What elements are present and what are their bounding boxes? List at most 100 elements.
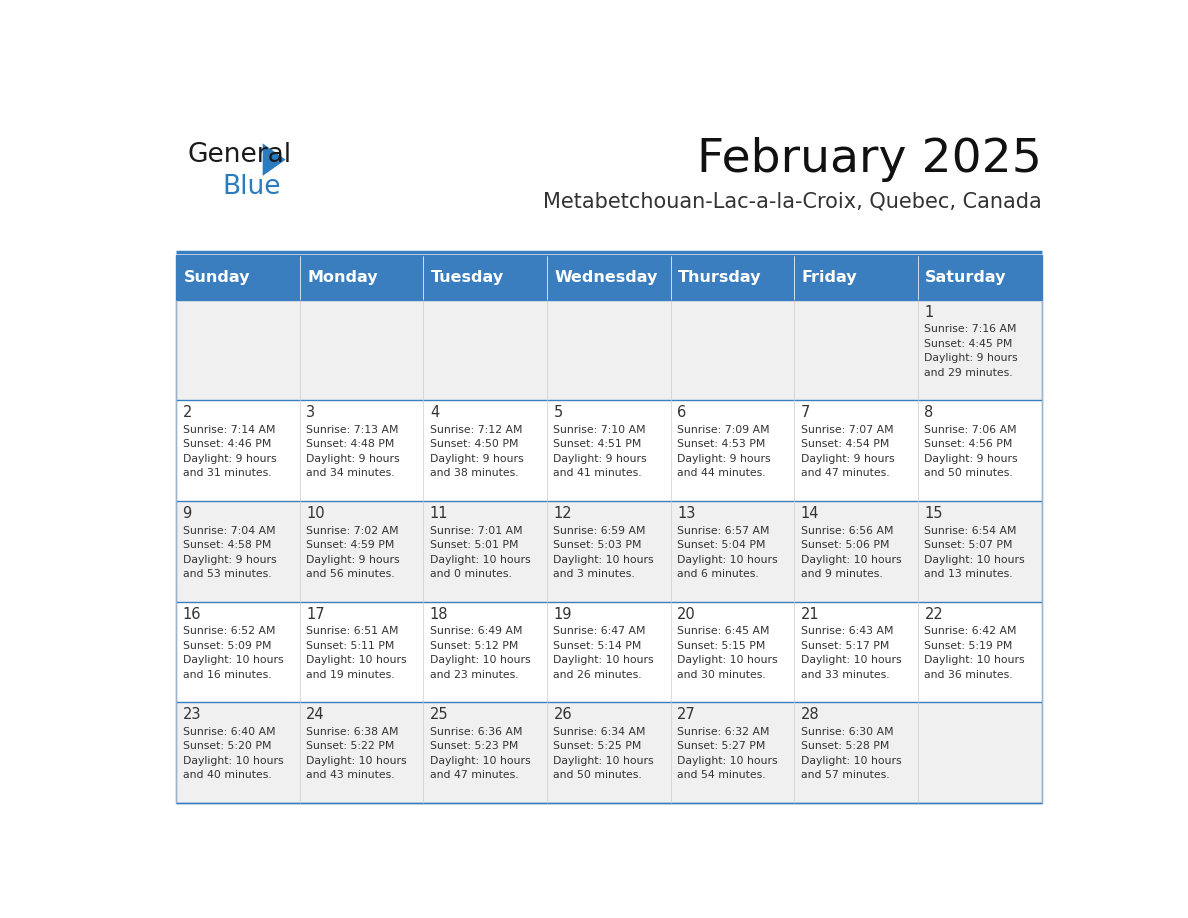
Bar (423, 601, 546, 702)
Text: 6: 6 (677, 405, 687, 420)
Text: 21: 21 (801, 607, 820, 621)
Bar (546, 400, 671, 501)
Text: 19: 19 (554, 607, 571, 621)
Bar (546, 255, 671, 299)
Text: and 54 minutes.: and 54 minutes. (677, 770, 766, 780)
Text: Sunrise: 7:02 AM: Sunrise: 7:02 AM (307, 526, 399, 535)
Text: Sunset: 5:15 PM: Sunset: 5:15 PM (677, 641, 765, 651)
Text: and 50 minutes.: and 50 minutes. (924, 468, 1013, 478)
Text: and 43 minutes.: and 43 minutes. (307, 770, 394, 780)
Text: Sunset: 5:27 PM: Sunset: 5:27 PM (677, 742, 765, 752)
Text: 10: 10 (307, 506, 324, 521)
Bar (671, 601, 795, 702)
Text: and 6 minutes.: and 6 minutes. (677, 569, 759, 579)
Bar (795, 601, 918, 702)
Bar (546, 601, 671, 702)
Text: Sunset: 5:25 PM: Sunset: 5:25 PM (554, 742, 642, 752)
Text: and 34 minutes.: and 34 minutes. (307, 468, 394, 478)
Text: Sunrise: 6:42 AM: Sunrise: 6:42 AM (924, 626, 1017, 636)
Text: and 47 minutes.: and 47 minutes. (801, 468, 890, 478)
Text: Daylight: 9 hours: Daylight: 9 hours (183, 454, 276, 464)
Text: Sunrise: 7:14 AM: Sunrise: 7:14 AM (183, 425, 276, 435)
Text: 18: 18 (430, 607, 448, 621)
Text: Daylight: 10 hours: Daylight: 10 hours (430, 756, 531, 766)
Bar (918, 702, 1042, 803)
Text: Daylight: 9 hours: Daylight: 9 hours (924, 353, 1018, 364)
Bar (176, 400, 299, 501)
Text: Sunset: 5:07 PM: Sunset: 5:07 PM (924, 540, 1013, 550)
Text: Daylight: 10 hours: Daylight: 10 hours (183, 655, 283, 666)
Bar (176, 255, 1042, 803)
Text: Sunset: 5:23 PM: Sunset: 5:23 PM (430, 742, 518, 752)
Text: Sunset: 5:04 PM: Sunset: 5:04 PM (677, 540, 765, 550)
Bar (299, 400, 423, 501)
Bar (299, 299, 423, 400)
Bar (795, 501, 918, 601)
Bar (423, 299, 546, 400)
Text: Daylight: 10 hours: Daylight: 10 hours (801, 655, 902, 666)
Polygon shape (263, 143, 285, 176)
Text: 25: 25 (430, 707, 448, 722)
Text: Sunset: 5:20 PM: Sunset: 5:20 PM (183, 742, 271, 752)
Bar (423, 702, 546, 803)
Text: 20: 20 (677, 607, 696, 621)
Text: and 57 minutes.: and 57 minutes. (801, 770, 890, 780)
Text: Sunset: 4:45 PM: Sunset: 4:45 PM (924, 339, 1012, 349)
Text: 7: 7 (801, 405, 810, 420)
Text: Sunset: 5:12 PM: Sunset: 5:12 PM (430, 641, 518, 651)
Text: Tuesday: Tuesday (431, 270, 504, 285)
Text: Sunrise: 6:38 AM: Sunrise: 6:38 AM (307, 727, 399, 737)
Text: and 41 minutes.: and 41 minutes. (554, 468, 642, 478)
Text: Sunset: 4:56 PM: Sunset: 4:56 PM (924, 440, 1012, 450)
Text: Sunset: 4:59 PM: Sunset: 4:59 PM (307, 540, 394, 550)
Text: Daylight: 10 hours: Daylight: 10 hours (801, 756, 902, 766)
Text: and 36 minutes.: and 36 minutes. (924, 670, 1013, 680)
Bar (299, 601, 423, 702)
Text: Sunrise: 7:07 AM: Sunrise: 7:07 AM (801, 425, 893, 435)
Bar (918, 601, 1042, 702)
Text: February 2025: February 2025 (696, 137, 1042, 182)
Text: Sunset: 5:06 PM: Sunset: 5:06 PM (801, 540, 890, 550)
Text: Daylight: 10 hours: Daylight: 10 hours (924, 554, 1025, 565)
Text: 22: 22 (924, 607, 943, 621)
Text: Sunset: 5:14 PM: Sunset: 5:14 PM (554, 641, 642, 651)
Text: 8: 8 (924, 405, 934, 420)
Text: Sunset: 5:17 PM: Sunset: 5:17 PM (801, 641, 889, 651)
Text: Daylight: 9 hours: Daylight: 9 hours (924, 454, 1018, 464)
Text: General: General (188, 142, 291, 168)
Text: Sunset: 5:09 PM: Sunset: 5:09 PM (183, 641, 271, 651)
Text: Daylight: 9 hours: Daylight: 9 hours (554, 454, 647, 464)
Bar (671, 702, 795, 803)
Bar (176, 255, 299, 299)
Text: 24: 24 (307, 707, 324, 722)
Text: and 56 minutes.: and 56 minutes. (307, 569, 394, 579)
Bar (671, 255, 795, 299)
Text: Daylight: 10 hours: Daylight: 10 hours (924, 655, 1025, 666)
Bar (423, 400, 546, 501)
Text: Sunset: 4:58 PM: Sunset: 4:58 PM (183, 540, 271, 550)
Text: Sunrise: 6:40 AM: Sunrise: 6:40 AM (183, 727, 276, 737)
Text: and 38 minutes.: and 38 minutes. (430, 468, 518, 478)
Text: and 3 minutes.: and 3 minutes. (554, 569, 636, 579)
Text: and 33 minutes.: and 33 minutes. (801, 670, 890, 680)
Text: Daylight: 10 hours: Daylight: 10 hours (307, 655, 406, 666)
Text: 28: 28 (801, 707, 820, 722)
Text: Wednesday: Wednesday (555, 270, 658, 285)
Text: Daylight: 10 hours: Daylight: 10 hours (677, 554, 778, 565)
Text: 5: 5 (554, 405, 563, 420)
Text: 16: 16 (183, 607, 201, 621)
Text: Sunset: 5:11 PM: Sunset: 5:11 PM (307, 641, 394, 651)
Bar (795, 299, 918, 400)
Text: Daylight: 10 hours: Daylight: 10 hours (554, 655, 655, 666)
Text: Sunrise: 7:04 AM: Sunrise: 7:04 AM (183, 526, 276, 535)
Text: and 30 minutes.: and 30 minutes. (677, 670, 766, 680)
Text: Daylight: 10 hours: Daylight: 10 hours (677, 655, 778, 666)
Text: Daylight: 10 hours: Daylight: 10 hours (554, 756, 655, 766)
Bar (918, 255, 1042, 299)
Text: Sunrise: 6:49 AM: Sunrise: 6:49 AM (430, 626, 523, 636)
Text: and 29 minutes.: and 29 minutes. (924, 368, 1013, 378)
Bar (299, 702, 423, 803)
Text: 9: 9 (183, 506, 191, 521)
Text: Daylight: 9 hours: Daylight: 9 hours (430, 454, 524, 464)
Text: Thursday: Thursday (678, 270, 762, 285)
